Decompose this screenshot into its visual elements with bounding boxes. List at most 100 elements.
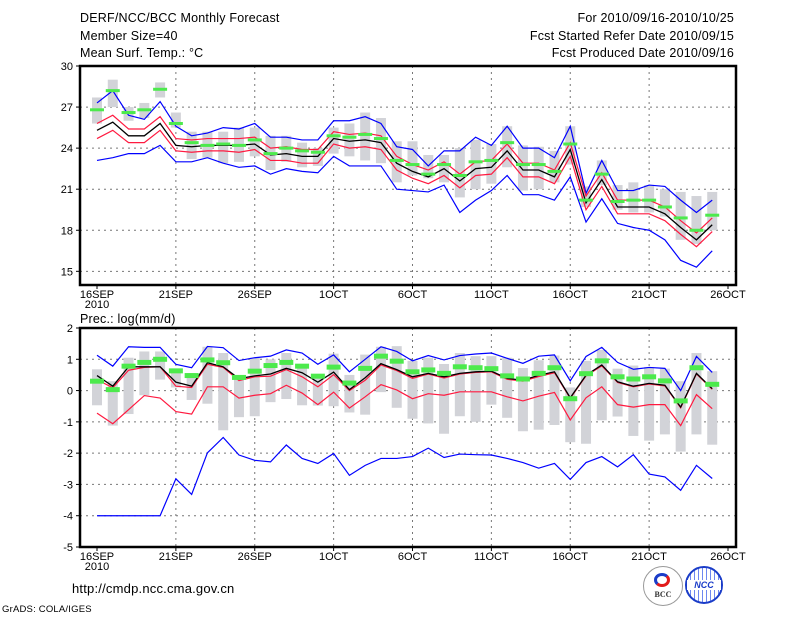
temp-obs-mark	[231, 143, 246, 147]
temp-obs-mark	[626, 198, 641, 202]
temp-obs-mark	[263, 152, 278, 156]
produced-date: Fcst Produced Date 2010/09/16	[551, 46, 734, 60]
temp-upper-line	[96, 114, 713, 234]
temp-obs-mark	[168, 121, 183, 125]
prec-y-tick-label: -3	[63, 479, 73, 491]
prec-range-bar	[517, 368, 528, 432]
temp-obs-mark	[373, 137, 388, 141]
temp-x-tick-label: 26OCT	[710, 289, 746, 301]
prec-x-tick-label: 1OCT	[319, 551, 349, 563]
prec-range-bar	[391, 346, 402, 408]
temp-panel-title: Mean Surf. Temp.: °C	[80, 46, 204, 60]
temp-range-bar	[502, 126, 513, 168]
prec-x-tick-label: 26SEP	[238, 551, 272, 563]
prec-obs-mark	[200, 357, 215, 363]
bcc-logo: BCC	[643, 566, 683, 606]
member-size: Member Size=40	[80, 29, 178, 43]
temp-range-bar	[454, 148, 465, 198]
prec-obs-mark	[326, 364, 341, 370]
prec-obs-mark	[484, 366, 499, 372]
prec-x-tick-label: 11OCT	[474, 551, 509, 563]
temp-obs-mark	[468, 160, 483, 164]
temp-range-bar	[170, 112, 181, 128]
prec-y-tick-label: -5	[63, 542, 73, 554]
prec-range-bar	[375, 346, 386, 393]
prec-obs-mark	[279, 359, 294, 365]
temp-obs-mark	[452, 174, 467, 177]
prec-max-line	[96, 345, 713, 392]
prec-y-tick-label: 2	[67, 323, 73, 335]
prec-range-bar	[249, 357, 260, 417]
temp-x-tick-label: 16OCT	[553, 289, 589, 301]
temp-obs-mark	[563, 142, 578, 146]
temp-obs-mark	[579, 198, 594, 202]
prec-range-bar	[581, 360, 592, 444]
temp-obs-mark	[689, 228, 704, 232]
temp-obs-mark	[657, 205, 672, 209]
temp-range-bar	[375, 118, 386, 164]
temp-obs-mark	[326, 134, 341, 138]
bcc-logo-text: BCC	[654, 590, 672, 599]
prec-y-tick-label: -4	[63, 511, 73, 523]
temp-range-bar	[470, 139, 481, 190]
temp-obs-mark	[610, 200, 625, 204]
prec-range-bar	[170, 369, 181, 388]
prec-obs-mark	[168, 368, 183, 374]
prec-obs-mark	[531, 370, 546, 376]
temp-obs-mark	[547, 169, 562, 173]
temp-obs-mark	[421, 172, 436, 176]
temp-range-bar	[549, 150, 560, 183]
ncc-logo-text: NCC	[687, 580, 721, 590]
temp-range-bar	[628, 182, 639, 213]
temp-range-bar	[360, 112, 371, 161]
temp-y-tick-label: 21	[61, 184, 73, 196]
temp-range-bar	[486, 144, 497, 184]
prec-obs-mark	[594, 358, 609, 364]
prec-range-bar	[470, 356, 481, 422]
temp-x-tick-label: 11OCT	[474, 289, 509, 301]
temp-obs-mark	[105, 89, 120, 93]
prec-obs-mark	[657, 378, 672, 384]
prec-range-bar	[549, 355, 560, 425]
prec-obs-mark	[547, 365, 562, 371]
temp-obs-mark	[484, 158, 499, 162]
temp-obs-mark	[90, 108, 104, 112]
prec-obs-mark	[373, 353, 388, 359]
temp-obs-mark	[342, 135, 357, 139]
prec-obs-mark	[105, 387, 120, 393]
temp-range-bar	[344, 123, 355, 157]
forecast-period: For 2010/09/16-2010/10/25	[577, 11, 734, 25]
prec-y-tick-label: 0	[67, 386, 73, 398]
prec-obs-mark	[247, 368, 262, 374]
temp-range-bar	[612, 185, 623, 210]
prec-range-bar	[691, 353, 702, 435]
temp-obs-mark	[389, 158, 404, 162]
temp-obs-mark	[200, 143, 215, 147]
temp-obs-mark	[216, 142, 231, 146]
temp-mean-line	[96, 121, 713, 241]
prec-range-bar	[233, 375, 244, 418]
prec-obs-mark	[437, 370, 452, 376]
prec-obs-mark	[184, 373, 199, 379]
temp-range-bar	[707, 191, 718, 231]
prec-obs-mark	[421, 367, 436, 373]
prec-mean-line	[96, 361, 713, 409]
prec-range-bar	[218, 353, 229, 431]
prec-y-tick-label: -2	[63, 448, 73, 460]
prec-obs-mark	[216, 360, 231, 366]
temp-frame	[78, 64, 738, 287]
source-url[interactable]: http://cmdp.ncc.cma.gov.cn	[72, 581, 235, 596]
prec-obs-mark	[673, 398, 688, 404]
temp-obs-mark	[121, 111, 136, 115]
prec-range-bar	[107, 381, 118, 426]
temp-obs-mark	[247, 138, 262, 142]
ncc-logo: NCC	[685, 566, 723, 604]
temp-range-bar	[186, 131, 197, 160]
prec-y-tick-label: 1	[67, 354, 73, 366]
prec-x-year-label: 2010	[85, 561, 109, 573]
temp-x-tick-label: 6OCT	[398, 289, 428, 301]
prec-min-line	[97, 436, 713, 517]
temp-obs-mark	[405, 163, 420, 167]
